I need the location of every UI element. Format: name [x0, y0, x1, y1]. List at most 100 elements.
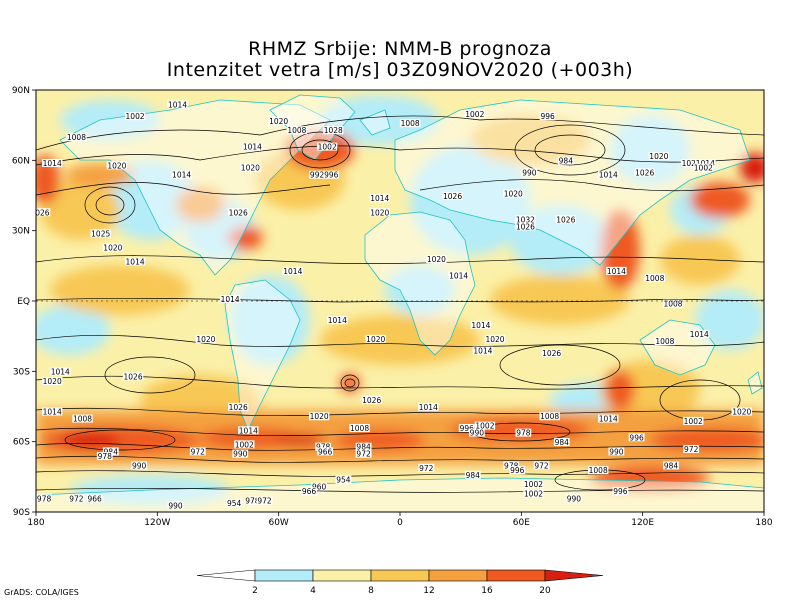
isobar-label: 984 [664, 461, 679, 470]
isobar-label: 1026 [229, 208, 248, 217]
isobar-label: 1020 [682, 159, 701, 168]
colorbar-segment [428, 569, 488, 582]
isobar-label: 1002 [684, 417, 703, 426]
isobar-label-bg [426, 255, 447, 264]
isobar-label-bg [663, 461, 679, 470]
isobar-label: 972 [356, 450, 371, 459]
isobar-label: 996 [324, 171, 339, 180]
isobar-label: 990 [168, 501, 183, 510]
isobar-label-bg [232, 449, 249, 458]
isobar-label-bg [541, 348, 562, 357]
isobar-label-bg [472, 346, 494, 355]
isobar-label: 978 [98, 452, 113, 461]
lat-label: 60N [12, 156, 30, 166]
lat-label: 30S [13, 367, 30, 377]
isobar-label: 978 [316, 443, 331, 452]
isobar-label-bg [90, 229, 111, 238]
isobar-label: 1002 [524, 480, 543, 489]
isobar-label: 1020 [196, 335, 215, 344]
isobar-label-bg [256, 496, 273, 505]
isobar-label: 978 [37, 494, 52, 503]
isobar-label: 984 [555, 438, 570, 447]
isobar-label-bg [695, 159, 716, 168]
isobar-label: 996 [510, 466, 525, 475]
isobar-label-bg [612, 487, 629, 496]
isobar-label-bg [654, 337, 676, 346]
isobar-label: 1020 [732, 408, 751, 417]
isobar-label-bg [648, 151, 670, 160]
isobar-label-bg [468, 428, 485, 437]
isobar-label-bg [240, 163, 261, 172]
wind-speed-field [36, 90, 764, 512]
isobar-label-bg [228, 208, 249, 217]
isobar-label: 992 [310, 171, 325, 180]
isobar-label: 972 [69, 494, 84, 503]
isobar-label-bg [86, 494, 103, 503]
colorbar-tick-label: 12 [423, 586, 434, 596]
isobar-label-bg [418, 463, 435, 472]
isobar-label-bg [731, 407, 752, 416]
isobar-label-bg [628, 433, 645, 442]
lat-label: 90N [12, 86, 30, 96]
isobar-label-bg [195, 334, 217, 343]
isobar-label-bg [315, 442, 332, 451]
isobar-label: 966 [318, 447, 333, 456]
isobar-label-bg [41, 159, 63, 168]
isobar-label-bg [369, 194, 390, 203]
isobar-label-bg [96, 452, 113, 461]
isobar-label: 978 [245, 497, 260, 506]
isobar-label: 990 [522, 168, 537, 177]
isobar-label-bg [317, 447, 334, 456]
isobar-label-bg [521, 168, 538, 177]
isobar-label: 996 [629, 433, 644, 442]
isobar-label-bg [36, 208, 51, 217]
isobar-label: 1008 [663, 300, 682, 309]
isobar-label-bg [555, 215, 577, 224]
lon-label: 180 [27, 518, 44, 528]
isobar-label: 1020 [504, 190, 523, 199]
isobar-label-bg [41, 407, 63, 416]
isobar-label: 1026 [443, 192, 462, 201]
isobar-label: 1014 [370, 194, 389, 203]
isobar-label: 960 [312, 483, 327, 492]
isobar-label-bg [226, 498, 243, 507]
isobar-label-bg [167, 100, 188, 109]
isobar-label: 954 [227, 499, 242, 508]
isobar-label: 972 [684, 445, 699, 454]
isobar-label-bg [598, 170, 619, 179]
isobar-label-bg [131, 461, 148, 470]
isobar-label-bg [282, 266, 304, 275]
lat-label: EQ [17, 297, 30, 307]
isobar-label-bg [515, 222, 536, 231]
isobar-label-bg [189, 447, 206, 456]
colorbar-segment [486, 569, 546, 582]
isobar-label: 1026 [229, 403, 248, 412]
colorbar-segment [254, 569, 314, 582]
isobar-label: 1014 [599, 415, 618, 424]
isobar-label: 1026 [635, 168, 654, 177]
isobar-label-bg [355, 442, 372, 451]
isobar-label: 1020 [427, 255, 446, 264]
lon-label: 60E [513, 518, 530, 528]
isobar-label-bg [244, 496, 261, 505]
isobar-label: 1020 [43, 377, 62, 386]
isobar-label: 1020 [269, 117, 288, 126]
isobar-label: 1014 [43, 408, 62, 417]
isobar-label-bg [523, 480, 544, 489]
isobar-label-bg [66, 133, 87, 142]
isobar-label-bg [102, 447, 119, 456]
isobar-label-bg [268, 116, 289, 125]
isobar-label: 1014 [43, 159, 62, 168]
isobar-label: 1002 [465, 110, 484, 119]
isobar-label-bg [309, 170, 325, 179]
isobar-label: 990 [609, 447, 624, 456]
isobar-label: 1008 [73, 415, 92, 424]
isobar-label-bg [484, 334, 506, 343]
isobar-label: 1002 [475, 422, 494, 431]
isobar-label-bg [608, 447, 625, 456]
isobar-label: 996 [460, 424, 475, 433]
isobar-label: 1014 [607, 267, 626, 276]
isobar-label-bg [557, 156, 574, 165]
isobar-label-bg [369, 208, 390, 217]
